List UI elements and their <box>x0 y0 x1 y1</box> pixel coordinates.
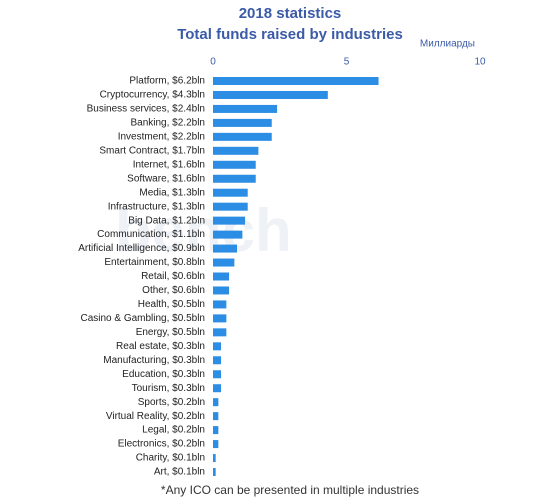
y-tick-label: Infrastructure, $1.3bln <box>108 201 205 212</box>
bar <box>213 342 222 351</box>
bar <box>213 90 328 99</box>
bar <box>213 77 379 85</box>
y-tick-label: Entertainment, $0.8bln <box>104 257 205 268</box>
bar <box>213 202 248 211</box>
bar <box>213 356 222 365</box>
chart-title: 2018 statistics <box>239 5 342 22</box>
bar <box>213 398 219 407</box>
y-tick-label: Business services, $2.4bln <box>87 104 205 115</box>
watermark: bench <box>115 197 292 264</box>
bar <box>213 384 222 393</box>
bar <box>213 370 222 379</box>
y-tick-label: Legal, $0.2bln <box>142 425 205 436</box>
bar <box>213 244 238 253</box>
y-tick-label: Sports, $0.2bln <box>138 397 205 408</box>
footnote: *Any ICO can be presented in multiple in… <box>161 483 419 497</box>
y-tick-label: Electronics, $0.2bln <box>118 439 205 450</box>
y-tick-label: Artificial Intelligence, $0.9bln <box>78 243 205 254</box>
bar <box>213 286 230 295</box>
y-tick-label: Manufacturing, $0.3bln <box>103 355 205 366</box>
y-tick-label: Energy, $0.5bln <box>136 327 205 338</box>
bar <box>213 328 227 337</box>
y-tick-label: Retail, $0.6bln <box>141 271 205 282</box>
bar <box>213 426 219 435</box>
y-tick-label: Smart Contract, $1.7bln <box>99 145 205 156</box>
y-tick-label: Casino & Gambling, $0.5bln <box>80 313 205 324</box>
bar <box>213 300 227 309</box>
bar <box>213 412 219 421</box>
y-tick-label: Art, $0.1bln <box>154 467 205 478</box>
bar <box>213 258 235 267</box>
y-tick-label: Virtual Reality, $0.2bln <box>106 411 205 422</box>
y-tick-label: Health, $0.5bln <box>138 299 205 310</box>
chart-subtitle: Total funds raised by industries <box>177 26 403 43</box>
bar <box>213 188 248 197</box>
y-tick-label: Real estate, $0.3bln <box>116 341 205 352</box>
y-tick-label: Education, $0.3bln <box>122 369 205 380</box>
x-tick-label: 10 <box>474 57 486 68</box>
bar <box>213 174 256 183</box>
y-tick-label: Communication, $1.1bln <box>97 229 205 240</box>
x-tick-label: 0 <box>210 57 216 68</box>
y-tick-label: Internet, $1.6bln <box>133 159 205 170</box>
bar <box>213 104 278 113</box>
y-tick-label: Investment, $2.2bln <box>118 131 205 142</box>
bar <box>213 160 256 169</box>
y-tick-label: Platform, $6.2bln <box>129 76 205 87</box>
y-tick-label: Charity, $0.1bln <box>136 453 205 464</box>
bar <box>213 454 216 463</box>
y-tick-label: Other, $0.6bln <box>142 285 205 296</box>
y-tick-label: Cryptocurrency, $4.3bln <box>100 90 205 101</box>
bar <box>213 314 227 323</box>
bar <box>213 146 259 155</box>
x-axis-label: Миллиарды <box>420 39 475 50</box>
y-tick-label: Big Data, $1.2bln <box>128 215 205 226</box>
y-tick-label: Software, $1.6bln <box>127 173 205 184</box>
y-tick-label: Banking, $2.2bln <box>130 118 205 129</box>
bar <box>213 132 272 141</box>
bar <box>213 216 246 225</box>
y-tick-label: Tourism, $0.3bln <box>132 383 205 394</box>
bar <box>213 272 230 281</box>
bar <box>213 468 216 476</box>
bar <box>213 230 243 239</box>
x-tick-label: 5 <box>344 57 350 68</box>
bar <box>213 118 272 127</box>
y-tick-label: Media, $1.3bln <box>139 187 205 198</box>
bar <box>213 440 219 449</box>
